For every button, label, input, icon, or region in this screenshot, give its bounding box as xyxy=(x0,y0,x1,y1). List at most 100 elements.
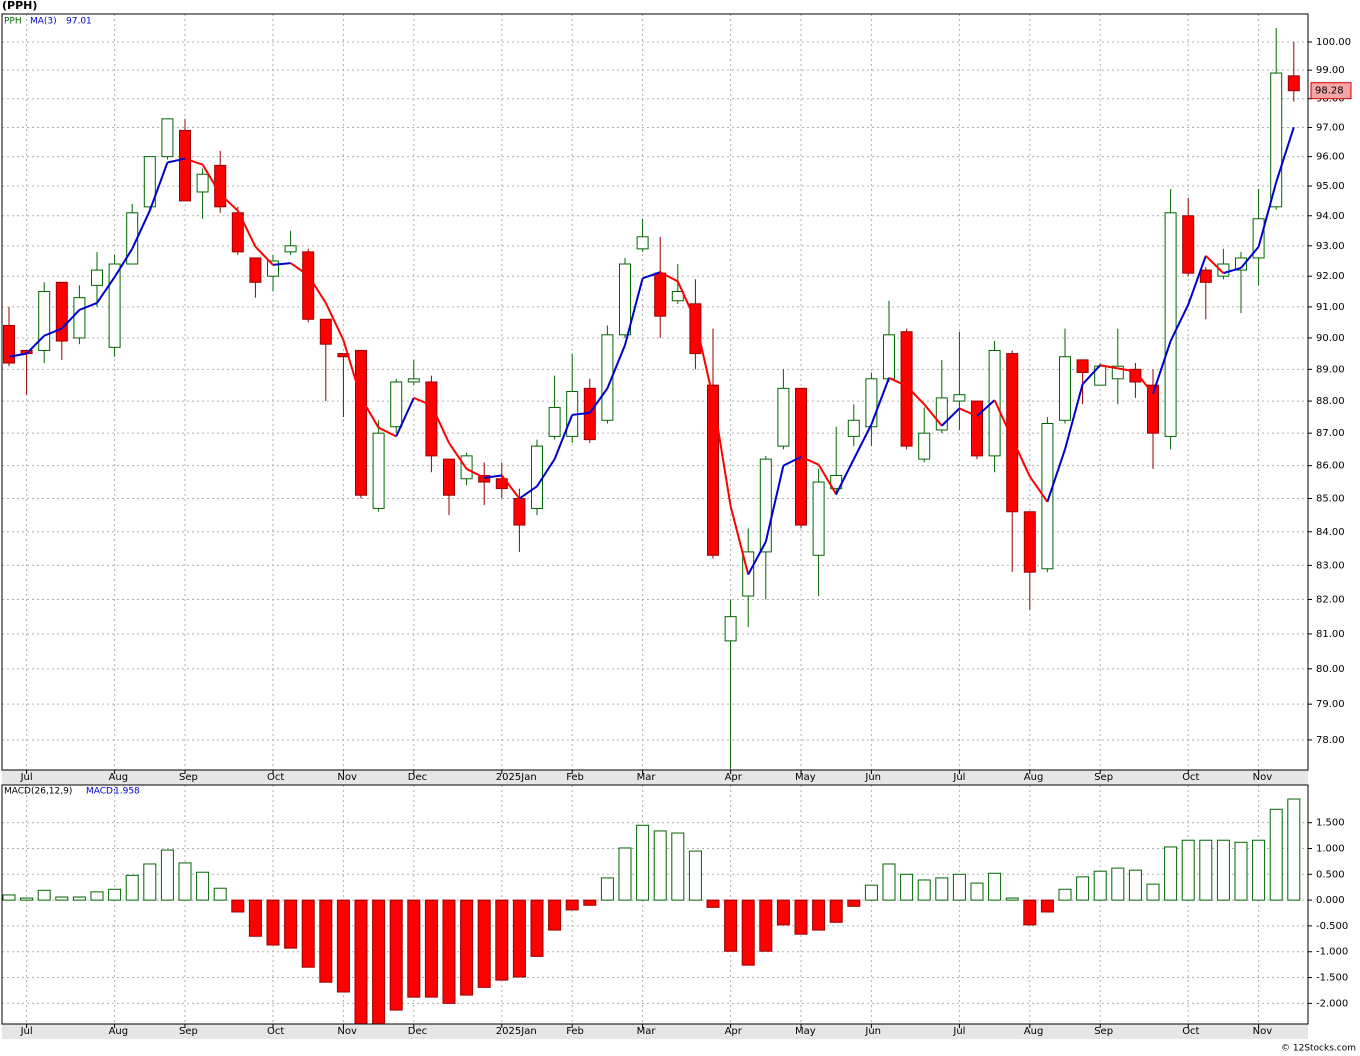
ma-line-segment xyxy=(167,157,186,164)
ma-line-segment xyxy=(976,399,996,417)
macd-bar xyxy=(636,824,650,901)
ma-line-segment xyxy=(1100,364,1118,370)
candle-body xyxy=(179,129,191,202)
candle-body xyxy=(689,303,702,355)
ma-line-segment xyxy=(536,458,556,487)
plot-area xyxy=(2,785,1308,1024)
candle-body xyxy=(795,387,807,526)
ma-line-segment xyxy=(782,455,802,467)
ma-line-segment xyxy=(395,397,415,437)
macd-bar xyxy=(600,877,614,901)
macd-bar xyxy=(389,899,403,1011)
macd-bar xyxy=(1252,839,1266,901)
candle-body xyxy=(1199,269,1212,283)
y-tick-label: 90.00 xyxy=(1316,333,1345,344)
candle-body xyxy=(513,498,526,526)
candle-body xyxy=(671,291,684,302)
ma-line-segment xyxy=(201,164,222,195)
candle-body xyxy=(1111,365,1124,380)
macd-bar xyxy=(213,887,227,901)
legend-entry: MACD: xyxy=(86,787,116,797)
ma-line-segment xyxy=(1169,304,1190,342)
macd-bar xyxy=(72,896,86,901)
ma-line-segment xyxy=(747,541,767,576)
y-tick-label: 81.00 xyxy=(1316,629,1345,640)
x-tick-label: Oct xyxy=(267,1026,284,1037)
ma-line-segment xyxy=(272,262,291,266)
macd-bar xyxy=(143,863,157,901)
macd-bar xyxy=(248,899,262,937)
candle-body xyxy=(1235,257,1247,271)
candle-body xyxy=(548,406,561,437)
candle-body xyxy=(1076,359,1089,373)
ma-line-segment xyxy=(448,442,468,470)
macd-bar xyxy=(1093,870,1107,901)
ma-line-segment xyxy=(8,352,27,358)
macd-bar xyxy=(1146,883,1160,901)
macd-bar xyxy=(688,850,702,901)
x-tick-label: Feb xyxy=(566,1026,584,1037)
ma-line-segment xyxy=(958,407,978,418)
macd-bar xyxy=(776,899,790,926)
macd-bar xyxy=(935,877,949,901)
candle-body xyxy=(1147,384,1159,434)
candle-body xyxy=(425,381,438,457)
candle-body xyxy=(953,394,966,402)
x-tick-label: May xyxy=(795,772,816,783)
x-tick-label: 2025Jan xyxy=(496,772,537,783)
ma-line-segment xyxy=(307,274,327,304)
macd-bar xyxy=(1199,839,1213,901)
candle-body xyxy=(654,272,667,317)
y-tick-label: 96.00 xyxy=(1316,152,1345,163)
y-tick-label: -1.000 xyxy=(1316,947,1348,958)
candle-body xyxy=(777,387,790,447)
legend-entry: PPH xyxy=(4,17,22,27)
y-tick-label: 82.00 xyxy=(1316,594,1345,605)
macd-bar xyxy=(301,899,315,968)
ma-line-segment xyxy=(501,474,521,500)
y-tick-label: 97.00 xyxy=(1316,123,1345,134)
macd-bar xyxy=(178,862,192,901)
candle-body xyxy=(724,616,737,642)
candle-body xyxy=(407,378,420,383)
ma-line-segment xyxy=(342,339,362,399)
macd-bar xyxy=(812,899,826,931)
candle-body xyxy=(1041,423,1054,570)
y-tick-label: 91.00 xyxy=(1316,302,1345,313)
ma-line-segment xyxy=(430,404,450,444)
y-tick-label: 89.00 xyxy=(1316,364,1345,375)
y-tick-label: 0.500 xyxy=(1316,869,1345,880)
macd-bar xyxy=(988,872,1002,901)
y-tick-label: 92.00 xyxy=(1316,271,1345,282)
macd-bar xyxy=(917,879,931,901)
legend-entry: MACD(26,12,9) xyxy=(4,787,72,797)
macd-bar xyxy=(548,899,562,931)
ma-line-segment xyxy=(905,385,925,405)
y-tick-label: 88.00 xyxy=(1316,396,1345,407)
macd-bar xyxy=(618,847,632,901)
candle-body xyxy=(1287,75,1300,92)
macd-bar xyxy=(20,897,34,901)
candle-body xyxy=(3,324,15,364)
candle-body xyxy=(372,432,385,509)
y-tick-label: 99.00 xyxy=(1316,65,1345,76)
candle-body xyxy=(1006,353,1019,513)
x-tick-label: Sep xyxy=(179,1026,198,1037)
macd-bar xyxy=(1023,899,1037,926)
macd-bar xyxy=(55,896,69,901)
ma-line-segment xyxy=(131,210,151,250)
ma-line-segment xyxy=(1064,383,1084,450)
macd-bar xyxy=(407,899,421,998)
ma-line-segment xyxy=(1257,181,1278,247)
y-tick-label: 85.00 xyxy=(1316,494,1345,505)
macd-bar xyxy=(1076,876,1090,901)
candle-body xyxy=(1023,511,1036,573)
x-tick-label: Oct xyxy=(1182,1026,1199,1037)
macd-bar xyxy=(196,871,210,901)
x-tick-label: Apr xyxy=(725,1026,743,1037)
macd-bar xyxy=(565,899,579,911)
ma-line-segment xyxy=(817,464,838,495)
ma-line-segment xyxy=(572,411,590,416)
macd-bar xyxy=(37,889,51,901)
